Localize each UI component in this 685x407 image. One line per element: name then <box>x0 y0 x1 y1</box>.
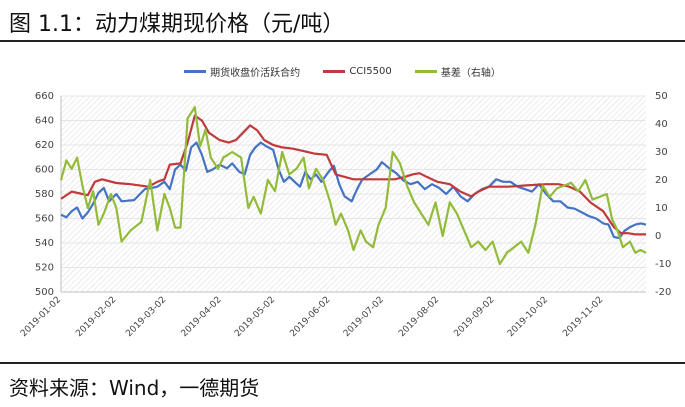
legend-item-cci5500: CCI5500 <box>323 66 392 77</box>
gridlines <box>60 95 646 293</box>
right-tick-label-1: -10 <box>655 259 671 270</box>
x-tick-label-6: 2019-07-02 <box>342 295 386 339</box>
x-tick-label-9: 2019-10-02 <box>506 295 550 339</box>
bottom-rule <box>0 362 685 364</box>
right-tick-label-0: -20 <box>655 287 671 298</box>
x-tick-label-8: 2019-09-02 <box>452 295 496 339</box>
legend-swatch-basis <box>414 70 437 73</box>
legend-swatch-futures <box>184 70 207 73</box>
right-tick-label-2: 0 <box>655 231 661 242</box>
legend-label-futures: 期货收盘价活跃合约 <box>210 68 301 79</box>
left-tick-label-5: 600 <box>35 165 54 176</box>
x-tick-label-1: 2019-02-02 <box>74 295 118 339</box>
legend-label-cci5500: CCI5500 <box>349 66 392 77</box>
legend-label-basis: 基差（右轴） <box>440 68 501 79</box>
left-tick-label-8: 660 <box>35 91 54 102</box>
left-axis: 500 520 540 560 580 600 620 640 660 <box>35 91 54 298</box>
x-tick-label-10: 2019-11-02 <box>561 295 605 339</box>
right-tick-label-6: 40 <box>655 119 668 130</box>
right-axis: -20 -10 0 10 20 30 40 50 <box>655 91 671 298</box>
x-axis: 2019-01-02 2019-02-02 2019-03-02 2019-04-02… <box>19 295 605 339</box>
line-chart: 500 520 540 560 580 600 620 640 660 -20 -10 0 10 20 3… <box>19 91 671 339</box>
left-tick-label-0: 500 <box>35 287 54 298</box>
left-tick-label-4: 580 <box>35 189 54 200</box>
x-tick-label-4: 2019-05-02 <box>233 295 277 339</box>
left-tick-label-3: 560 <box>35 214 54 225</box>
legend-item-basis: 基差（右轴） <box>414 64 501 79</box>
source-note: 资料来源：Wind，一德期货 <box>9 376 260 400</box>
right-tick-label-7: 50 <box>655 91 668 102</box>
x-tick-label-0: 2019-01-02 <box>19 295 63 339</box>
legend-swatch-cci5500 <box>323 70 346 73</box>
left-tick-label-2: 540 <box>35 238 54 249</box>
legend: 期货收盘价活跃合约 CCI5500 基差（右轴） <box>0 64 685 79</box>
left-tick-label-6: 620 <box>35 140 54 151</box>
right-tick-label-4: 20 <box>655 175 668 186</box>
series-lines <box>59 106 647 266</box>
top-rule <box>0 40 685 42</box>
figure-title: 图 1.1：动力煤期现价格（元/吨） <box>9 12 345 37</box>
x-tick-label-7: 2019-08-02 <box>397 295 441 339</box>
right-tick-label-3: 10 <box>655 203 668 214</box>
x-tick-label-2: 2019-03-02 <box>124 295 168 339</box>
series-line-cci5500 <box>60 114 646 236</box>
legend-item-futures: 期货收盘价活跃合约 <box>184 64 300 79</box>
left-tick-label-7: 640 <box>35 116 54 127</box>
series-line-basis <box>59 106 647 266</box>
x-tick-label-5: 2019-06-02 <box>288 295 332 339</box>
left-tick-label-1: 520 <box>35 263 54 274</box>
x-tick-label-3: 2019-04-02 <box>180 295 224 339</box>
right-tick-label-5: 30 <box>655 147 668 158</box>
